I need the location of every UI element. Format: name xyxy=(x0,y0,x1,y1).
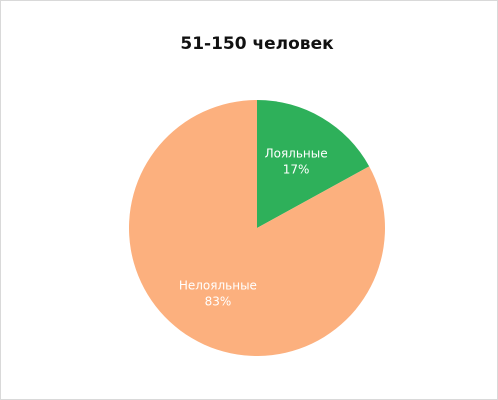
chart-title: 51-150 человек xyxy=(180,34,334,54)
slice-value-label: 83% xyxy=(205,295,232,309)
pie-slice xyxy=(257,100,370,228)
slice-value-label: 17% xyxy=(283,162,310,176)
slice-label: Лояльные xyxy=(265,146,328,160)
pie-slice xyxy=(129,100,385,357)
slice-label: Нелояльные xyxy=(179,279,257,293)
